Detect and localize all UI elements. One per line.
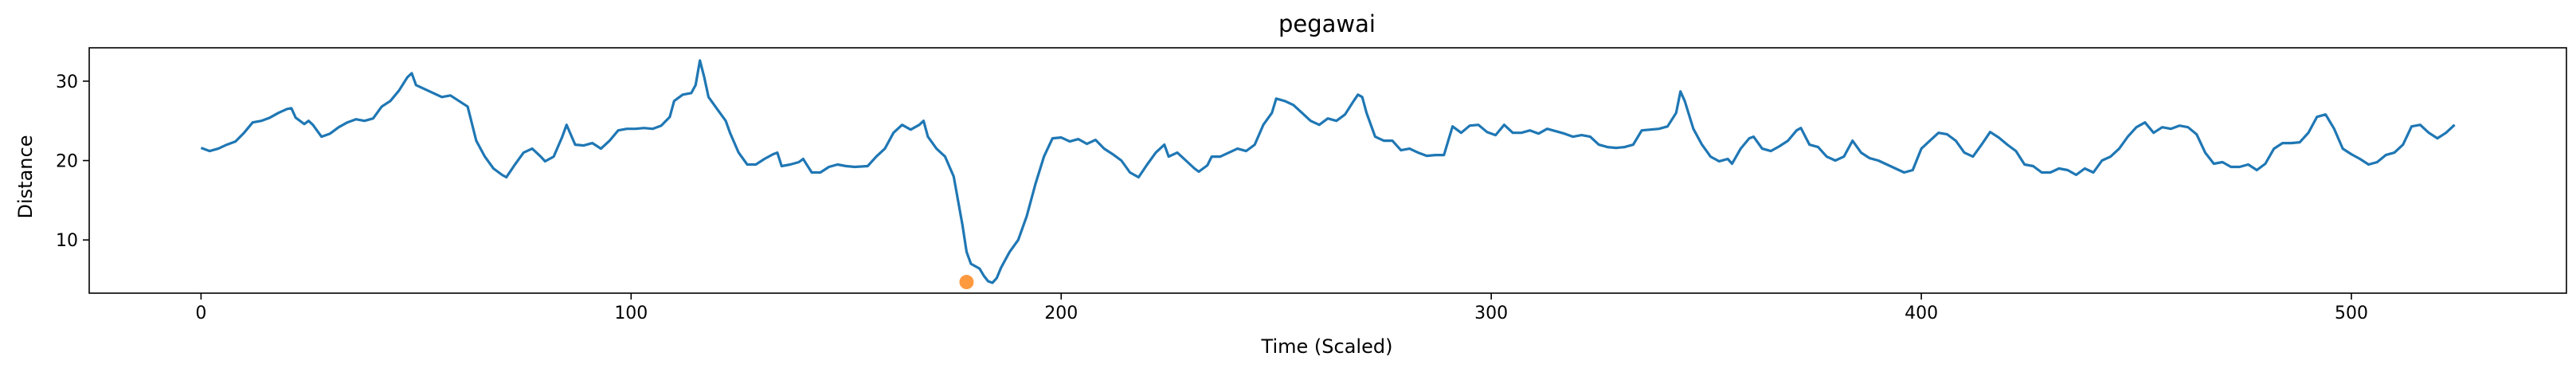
y-axis-label: Distance	[14, 135, 37, 219]
min-point-marker	[959, 275, 974, 290]
series-line	[200, 59, 2456, 284]
x-tick-label: 0	[195, 304, 206, 323]
x-tick-label: 400	[1905, 304, 1938, 323]
x-axis-ticks: 0 100 200 300 400 500	[195, 293, 2368, 323]
x-tick-label: 300	[1474, 304, 1508, 323]
x-tick-label: 200	[1044, 304, 1078, 323]
axes-frame	[88, 47, 2567, 294]
plot-area	[88, 47, 2567, 294]
y-axis-ticks: 10 20 30	[56, 72, 89, 251]
y-tick-label: 20	[56, 152, 78, 172]
y-tick-label: 10	[56, 231, 78, 251]
x-axis-label: Time (Scaled)	[1261, 335, 1393, 358]
x-tick-label: 100	[614, 304, 648, 323]
chart-title: pegawai	[1278, 10, 1376, 37]
x-tick-label: 500	[2335, 304, 2368, 323]
y-tick-label: 30	[56, 72, 78, 92]
